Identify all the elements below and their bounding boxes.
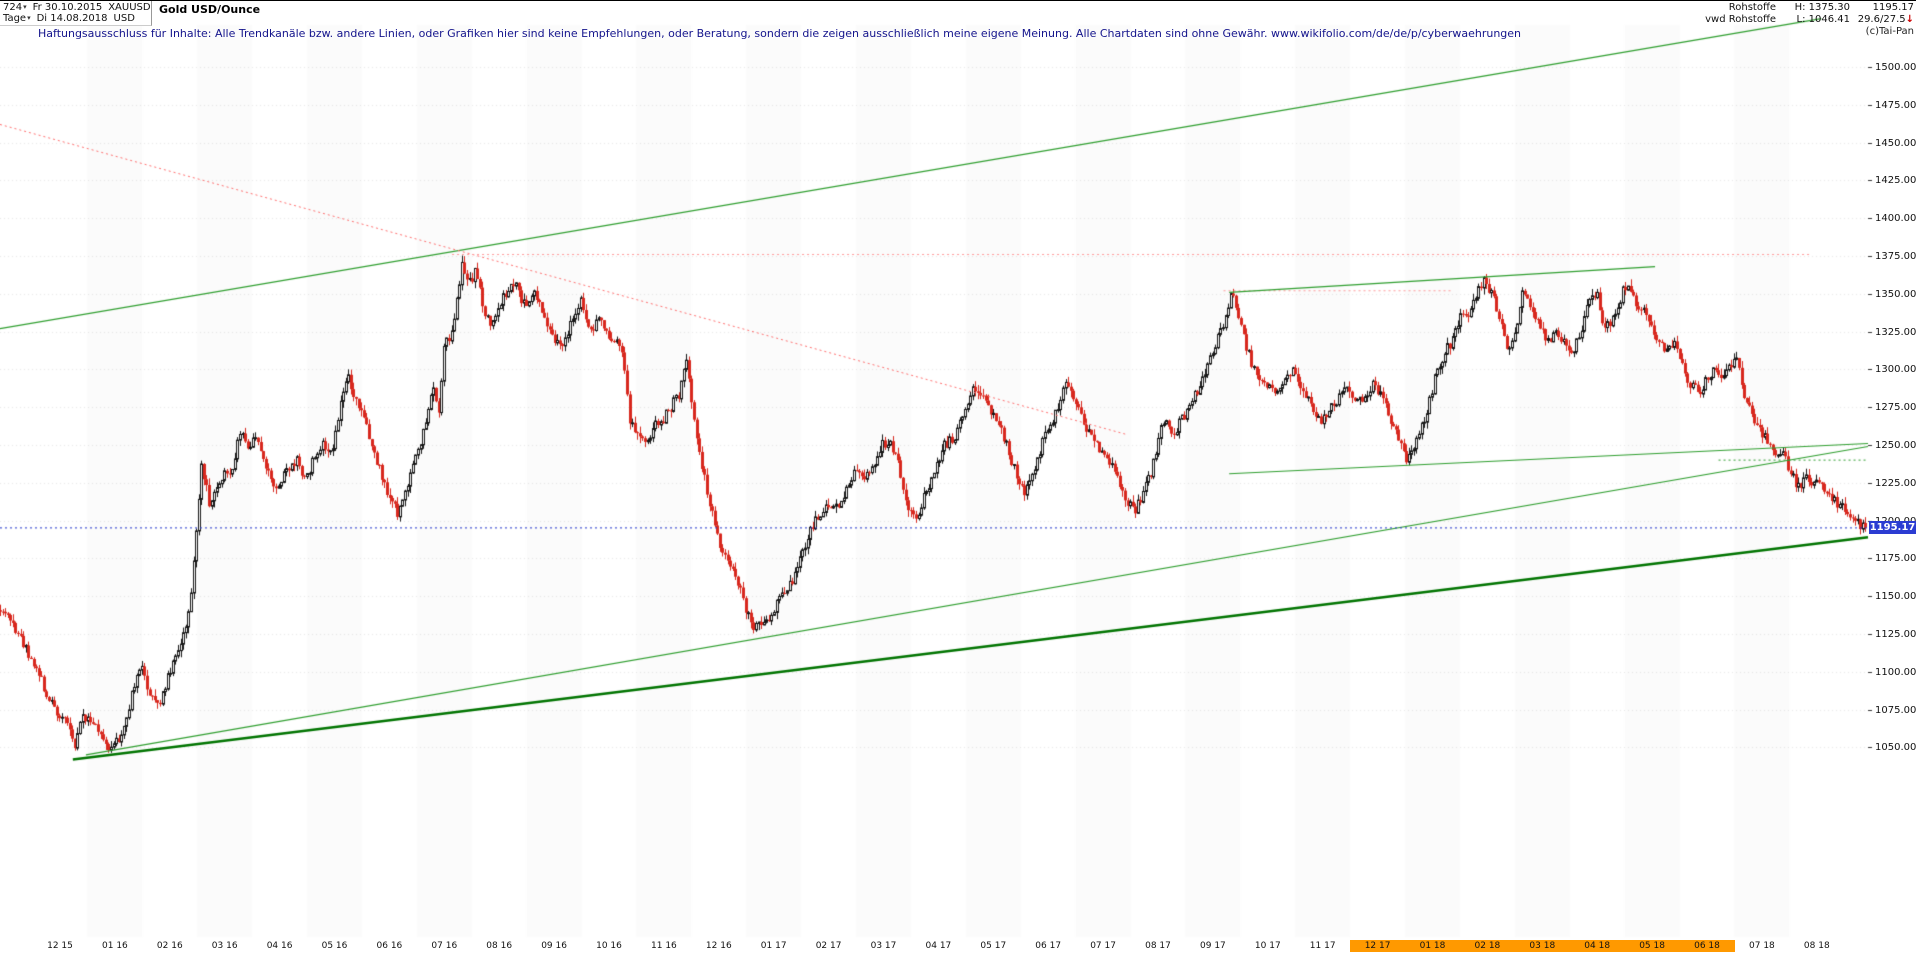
time-axis-label: 06 16	[376, 941, 403, 951]
time-axis-label: 07 17	[1090, 941, 1116, 951]
time-axis-label-highlighted: 02 18	[1459, 940, 1515, 952]
source-label: vwd Rohstoffe	[1705, 14, 1776, 25]
time-axis-label: 03 16	[211, 941, 238, 951]
currency-label: USD	[113, 13, 135, 24]
time-axis-label-highlighted: 04 18	[1569, 940, 1625, 952]
price-axis-label: 1250.00	[1875, 440, 1916, 451]
time-axis-label: 11 17	[1309, 941, 1336, 951]
time-axis-label: 03 17	[870, 941, 897, 951]
start-date: Fr 30.10.2015	[32, 2, 103, 13]
time-axis-label: 12 15	[47, 941, 73, 951]
high-value: H: 1375.30	[1794, 2, 1850, 13]
bar-count-dropdown[interactable]: 724 ▾	[3, 2, 27, 13]
price-axis-label: 1350.00	[1875, 288, 1916, 300]
group-label: Rohstoffe	[1728, 2, 1776, 13]
price-axis-label: 1475.00	[1875, 99, 1916, 111]
time-axis-label: 01 16	[102, 941, 128, 951]
time-axis-label: 05 17	[980, 941, 1007, 951]
time-axis-label-highlighted: 03 18	[1514, 940, 1570, 952]
time-axis-label: 12 16	[705, 941, 732, 951]
price-axis-label: 1100.00	[1875, 666, 1916, 678]
time-axis-label: 04 16	[266, 941, 293, 951]
price-axis-label: 1150.00	[1875, 591, 1916, 603]
price-axis-label: 1450.00	[1875, 137, 1916, 149]
time-axis-label: 08 17	[1145, 941, 1171, 951]
time-axis-label: 02 16	[156, 941, 183, 951]
price-axis-label: 1225.00	[1875, 477, 1916, 489]
time-axis-label-highlighted: 12 17	[1350, 940, 1406, 952]
time-axis-label-highlighted: 06 18	[1679, 940, 1735, 952]
current-price-badge: 1195.17	[1869, 521, 1916, 535]
price-axis-label: 1125.00	[1875, 629, 1916, 640]
time-axis-label: 01 17	[760, 941, 787, 951]
chevron-down-icon: ▾	[23, 3, 27, 11]
chart-header-right: Rohstoffe H: 1375.30 1195.17 vwd Rohstof…	[1692, 2, 1914, 38]
indicator-value: 29.6/27.5↓	[1857, 14, 1914, 25]
bar-count-value: 724	[3, 2, 23, 13]
period-dropdown[interactable]: Tage ▾	[3, 13, 31, 24]
low-value: L: 1046.41	[1796, 14, 1850, 25]
time-axis-label: 07 16	[431, 941, 458, 951]
price-axis-label: 1425.00	[1875, 175, 1916, 187]
down-arrow-icon: ↓	[1905, 14, 1914, 25]
time-axis-label-highlighted: 05 18	[1624, 940, 1680, 952]
price-axis-label: 1075.00	[1875, 704, 1916, 716]
time-axis-label: 04 17	[925, 941, 952, 951]
time-axis-label: 02 17	[815, 941, 842, 951]
symbol-label: XAUUSD	[108, 2, 151, 13]
price-axis-label: 1275.00	[1875, 402, 1916, 414]
time-axis-label: 10 17	[1254, 941, 1281, 951]
price-axis-label: 1325.00	[1875, 326, 1916, 338]
price-axis-label: 1050.00	[1875, 742, 1916, 754]
end-date: Di 14.08.2018	[36, 13, 108, 24]
chart-header-left: 724 ▾ Fr 30.10.2015 XAUUSD Tage ▾ Di 14.…	[0, 1, 152, 26]
price-axis-label: 1400.00	[1875, 213, 1916, 225]
time-axis-label: 06 17	[1035, 941, 1062, 951]
time-axis-label: 09 17	[1200, 941, 1226, 951]
price-axis-label: 1200.00	[1875, 516, 1916, 527]
disclaimer-text: Haftungsausschluss für Inhalte: Alle Tre…	[38, 27, 1522, 40]
last-price: 1195.17	[1872, 2, 1914, 13]
time-axis-label: 10 16	[596, 941, 622, 951]
time-axis-label: 09 16	[541, 941, 567, 951]
time-axis-label: 05 16	[321, 941, 348, 951]
time-axis-label-highlighted: 01 18	[1405, 940, 1460, 952]
price-axis-label: 1300.00	[1875, 364, 1916, 376]
time-axis-label: 08 18	[1803, 941, 1830, 951]
copyright-label: (c)Tai-Pan	[1865, 26, 1914, 37]
chevron-down-icon: ▾	[27, 14, 31, 22]
price-axis-label: 1375.00	[1875, 251, 1916, 262]
period-value: Tage	[3, 13, 27, 24]
time-axis-label: 11 16	[651, 941, 677, 951]
price-axis-label: 1175.00	[1875, 553, 1916, 565]
instrument-name: Gold USD/Ounce	[159, 3, 261, 16]
time-axis-label: 08 16	[486, 941, 513, 951]
time-axis-label: 07 18	[1749, 941, 1775, 951]
price-axis-label: 1500.00	[1875, 62, 1916, 73]
